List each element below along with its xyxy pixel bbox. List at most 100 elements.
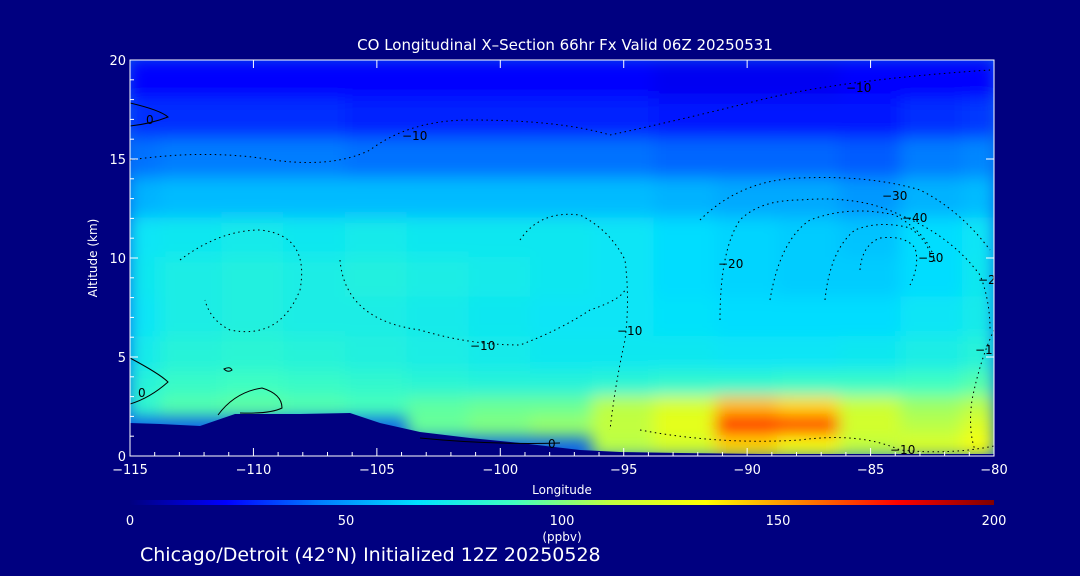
contour-minus10-right-side: [970, 329, 994, 451]
field-cell: [530, 336, 594, 373]
field-cell: [838, 138, 903, 180]
x-axis: −115 −110 −105 −100 −95 −90 −85 −80: [112, 60, 1008, 478]
y-axis: 0 5 10 15 20: [109, 54, 994, 465]
field-cell: [653, 217, 718, 259]
field-cell: [283, 217, 347, 259]
colorbar-axis: 0 50 100 150 200: [126, 514, 1007, 529]
chart-title: CO Longitudinal X–Section 66hr Fx Valid …: [357, 36, 773, 54]
field-cell: [653, 138, 718, 180]
field-cell: [283, 257, 347, 299]
x-tick-label: −115: [112, 463, 148, 478]
y-tick-label: 15: [109, 153, 126, 168]
field-cell: [653, 177, 718, 220]
field-cell: [715, 336, 779, 373]
field-cell: [345, 257, 409, 299]
field-cell: [283, 296, 347, 339]
contour-label: −20: [978, 273, 1003, 287]
field-cell: [530, 98, 594, 141]
y-tick-label: 5: [118, 351, 126, 366]
field-cell: [130, 257, 162, 299]
field-cell: [777, 336, 841, 373]
field-cell: [962, 257, 994, 299]
field-cell: [406, 257, 471, 299]
field-cell: [777, 370, 841, 398]
field-cell: [468, 370, 533, 398]
x-tick-label: −110: [236, 463, 272, 478]
field-cell: [468, 177, 533, 220]
field-cell: [159, 60, 224, 101]
field-cell: [530, 257, 594, 299]
field-cell: [159, 296, 224, 339]
field-cell: [653, 257, 718, 299]
field-cell: [591, 296, 656, 339]
field-cell: [530, 395, 594, 418]
contour-zero-left-lower: [130, 357, 169, 405]
field-cell: [715, 415, 779, 438]
field-cell: [283, 60, 347, 101]
field-cell: [591, 98, 656, 141]
field-cell: [159, 217, 224, 259]
field-cell: [838, 370, 903, 398]
field-cell: [221, 177, 286, 220]
field-cell: [653, 415, 718, 438]
field-cell: [591, 257, 656, 299]
field-cell: [530, 370, 594, 398]
field-cell: [715, 217, 779, 259]
field-cell: [221, 370, 286, 398]
field-cell: [159, 98, 224, 141]
field-cell: [653, 395, 718, 418]
field-cell: [777, 257, 841, 299]
field-cell: [900, 60, 965, 101]
field-cell: [900, 296, 965, 339]
field-cell: [962, 177, 994, 220]
x-tick-label: −90: [733, 463, 760, 478]
field-cell: [406, 296, 471, 339]
x-tick-label: −80: [980, 463, 1007, 478]
field-cell: [653, 296, 718, 339]
field-cell: [900, 435, 965, 456]
negative-contours: [130, 69, 994, 453]
field-cell: [406, 217, 471, 259]
contour-label: 0: [146, 113, 154, 127]
contour-zero-bottom: [419, 437, 561, 444]
field-cell: [221, 138, 286, 180]
field-cell: [345, 177, 409, 220]
field-cell: [468, 336, 533, 373]
field-cell: [962, 98, 994, 141]
field-cell: [838, 177, 903, 220]
field-cell: [406, 60, 471, 101]
contour-zero-small: [223, 367, 233, 372]
field-cell: [468, 296, 533, 339]
field-cell: [900, 98, 965, 141]
field-cell: [468, 415, 533, 438]
contour-label: −30: [882, 189, 907, 203]
field-cell: [715, 435, 779, 456]
contour-label: −10: [975, 343, 1000, 357]
field-cell: [159, 370, 224, 398]
contour-label: −50: [918, 251, 943, 265]
field-cell: [900, 415, 965, 438]
contour-minus20-a: [699, 177, 991, 251]
colorbar-tick-label: 100: [550, 514, 575, 529]
field-cell: [221, 98, 286, 141]
field-cell: [777, 217, 841, 259]
contour-label: −10: [470, 339, 495, 353]
y-axis-label: Altitude (km): [86, 219, 100, 298]
field-cell: [838, 217, 903, 259]
field-cell: [530, 217, 594, 259]
field-cell: [530, 177, 594, 220]
field-cell: [900, 336, 965, 373]
field-cell: [777, 415, 841, 438]
field-cell: [159, 336, 224, 373]
field-cell: [530, 296, 594, 339]
co-concentration-field: [130, 60, 994, 456]
field-cell: [962, 336, 994, 373]
field-cell: [345, 336, 409, 373]
y-tick-label: 0: [118, 450, 126, 465]
contour-lines: [130, 69, 994, 453]
field-cell: [406, 415, 471, 438]
x-tick-label: −95: [610, 463, 637, 478]
field-cell: [130, 336, 162, 373]
field-cell: [283, 98, 347, 141]
contour-minus10-right: [639, 429, 994, 453]
